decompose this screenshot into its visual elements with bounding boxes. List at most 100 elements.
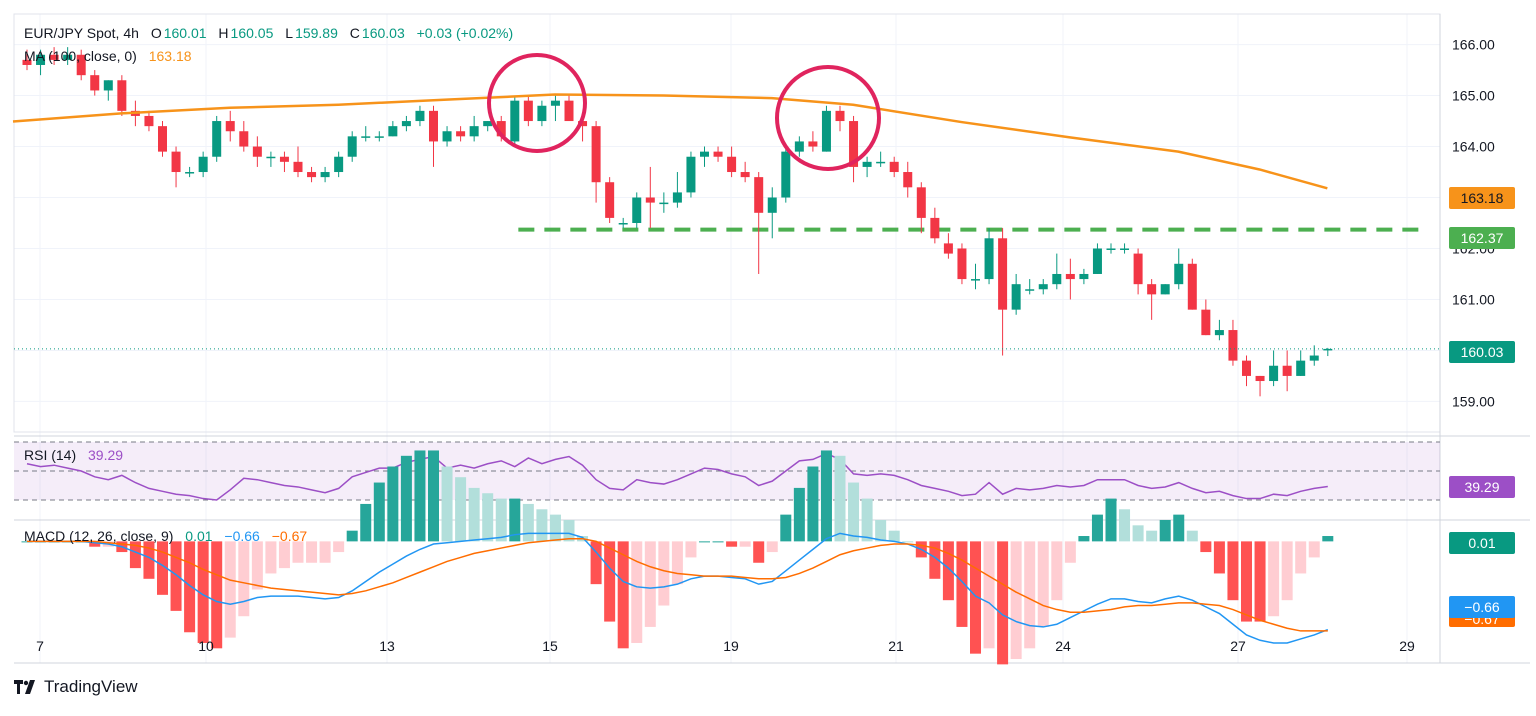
macd-histogram-bar bbox=[997, 541, 1009, 665]
candle-body bbox=[401, 121, 411, 127]
candle-body bbox=[442, 131, 452, 142]
candle bbox=[1052, 253, 1062, 290]
candle-body bbox=[252, 146, 262, 157]
candle bbox=[347, 131, 357, 162]
candle-body bbox=[591, 126, 601, 183]
rsi-value-tag: 39.29 bbox=[1449, 476, 1515, 498]
time-axis: 7 10 13 15 19 21 24 27 29 bbox=[36, 638, 1415, 654]
time-tick-label: 13 bbox=[379, 638, 395, 654]
macd-histogram-bar bbox=[1037, 541, 1049, 627]
candle bbox=[591, 121, 601, 203]
candle-body bbox=[22, 59, 32, 65]
candle bbox=[1201, 299, 1211, 336]
candle-body bbox=[835, 110, 845, 122]
ma-legend-value: 163.18 bbox=[148, 48, 192, 64]
high-label: H bbox=[218, 25, 229, 41]
price-tick-label: 161.00 bbox=[1452, 291, 1495, 307]
candle bbox=[401, 115, 411, 132]
candle bbox=[279, 151, 289, 173]
candle bbox=[239, 121, 249, 152]
candle bbox=[618, 217, 628, 229]
candle-body bbox=[1052, 273, 1062, 285]
candle bbox=[713, 146, 723, 162]
macd-histogram-bar bbox=[211, 541, 223, 649]
price-tick-label: 164.00 bbox=[1452, 139, 1495, 155]
candle bbox=[537, 100, 547, 127]
time-tick-label: 10 bbox=[198, 638, 214, 654]
candle bbox=[1160, 284, 1170, 295]
macd-histogram-bar bbox=[848, 482, 860, 542]
candle-body bbox=[767, 197, 777, 213]
candle-body bbox=[862, 161, 872, 167]
tradingview-logo[interactable]: TradingView bbox=[14, 677, 138, 697]
ma-price-tag: 163.18 bbox=[1449, 187, 1515, 209]
candle bbox=[469, 115, 479, 142]
candle bbox=[794, 136, 804, 157]
candle bbox=[1323, 347, 1333, 357]
candle-body bbox=[903, 172, 913, 188]
ma-line bbox=[12, 93, 1328, 190]
candle-body bbox=[1187, 263, 1197, 310]
time-tick-label: 19 bbox=[723, 638, 739, 654]
macd-histogram-bar bbox=[875, 519, 887, 542]
candle-body bbox=[1025, 289, 1035, 291]
tradingview-logo-text: TradingView bbox=[44, 677, 138, 696]
candle bbox=[1106, 243, 1116, 254]
macd-histogram-bar bbox=[1241, 541, 1252, 622]
candle bbox=[632, 192, 642, 229]
price-axis: 166.00165.00164.00163.00162.00161.00159.… bbox=[1452, 37, 1496, 617]
candle-body bbox=[76, 54, 86, 76]
candle-body bbox=[361, 136, 371, 138]
candle-body bbox=[415, 110, 425, 122]
macd-histogram-bar bbox=[604, 541, 616, 622]
candle bbox=[171, 146, 181, 188]
candle-body bbox=[984, 238, 994, 280]
candle-body bbox=[957, 248, 967, 280]
candles[interactable] bbox=[22, 47, 1333, 397]
candle bbox=[754, 172, 764, 274]
candle-body bbox=[754, 177, 764, 213]
candle bbox=[564, 95, 574, 122]
macd-histogram-bar bbox=[346, 530, 358, 542]
candle-body bbox=[1228, 330, 1238, 361]
candle-body bbox=[1092, 248, 1102, 274]
symbol-title: EUR/JPY Spot, 4h bbox=[24, 25, 139, 41]
candle-body bbox=[930, 217, 940, 239]
macd-histogram-bar bbox=[224, 541, 236, 638]
candle-body bbox=[821, 110, 831, 152]
macd-histogram-bar bbox=[1132, 525, 1144, 542]
candle bbox=[672, 172, 682, 208]
candle bbox=[1255, 375, 1265, 397]
macd-histogram-bar bbox=[522, 503, 534, 542]
candle bbox=[930, 207, 940, 244]
rsi-line bbox=[26, 452, 1328, 501]
candle-body bbox=[916, 187, 926, 218]
close-label: C bbox=[349, 25, 360, 41]
candle bbox=[225, 110, 235, 142]
candle bbox=[740, 161, 750, 183]
macd-histogram-bar bbox=[143, 541, 155, 579]
macd-legend-label: MACD (12, 26, close, 9) bbox=[24, 528, 174, 544]
rsi-legend: RSI (14) 39.29 bbox=[24, 447, 125, 463]
candle-body bbox=[334, 156, 344, 173]
macd-histogram-bar bbox=[170, 541, 182, 611]
candle bbox=[293, 146, 303, 178]
candle bbox=[523, 95, 533, 127]
candle-body bbox=[672, 192, 682, 203]
macd-histogram-bar bbox=[956, 541, 968, 627]
candle-body bbox=[158, 126, 167, 152]
macd-histogram-bar bbox=[1010, 541, 1022, 660]
macd-histogram-bar bbox=[455, 477, 467, 542]
candle bbox=[1065, 258, 1075, 300]
candle-body bbox=[456, 131, 466, 137]
macd-legend-hist: 0.01 bbox=[185, 528, 213, 544]
candle-body bbox=[1133, 253, 1143, 285]
candle bbox=[374, 131, 384, 142]
macd-histogram-bar bbox=[644, 541, 656, 627]
candle bbox=[1011, 273, 1021, 315]
macd-histogram-bar bbox=[536, 509, 548, 542]
macd-histogram-bar bbox=[590, 541, 602, 585]
candle bbox=[984, 228, 994, 285]
change-value: +0.03 (+0.02%) bbox=[416, 25, 514, 41]
